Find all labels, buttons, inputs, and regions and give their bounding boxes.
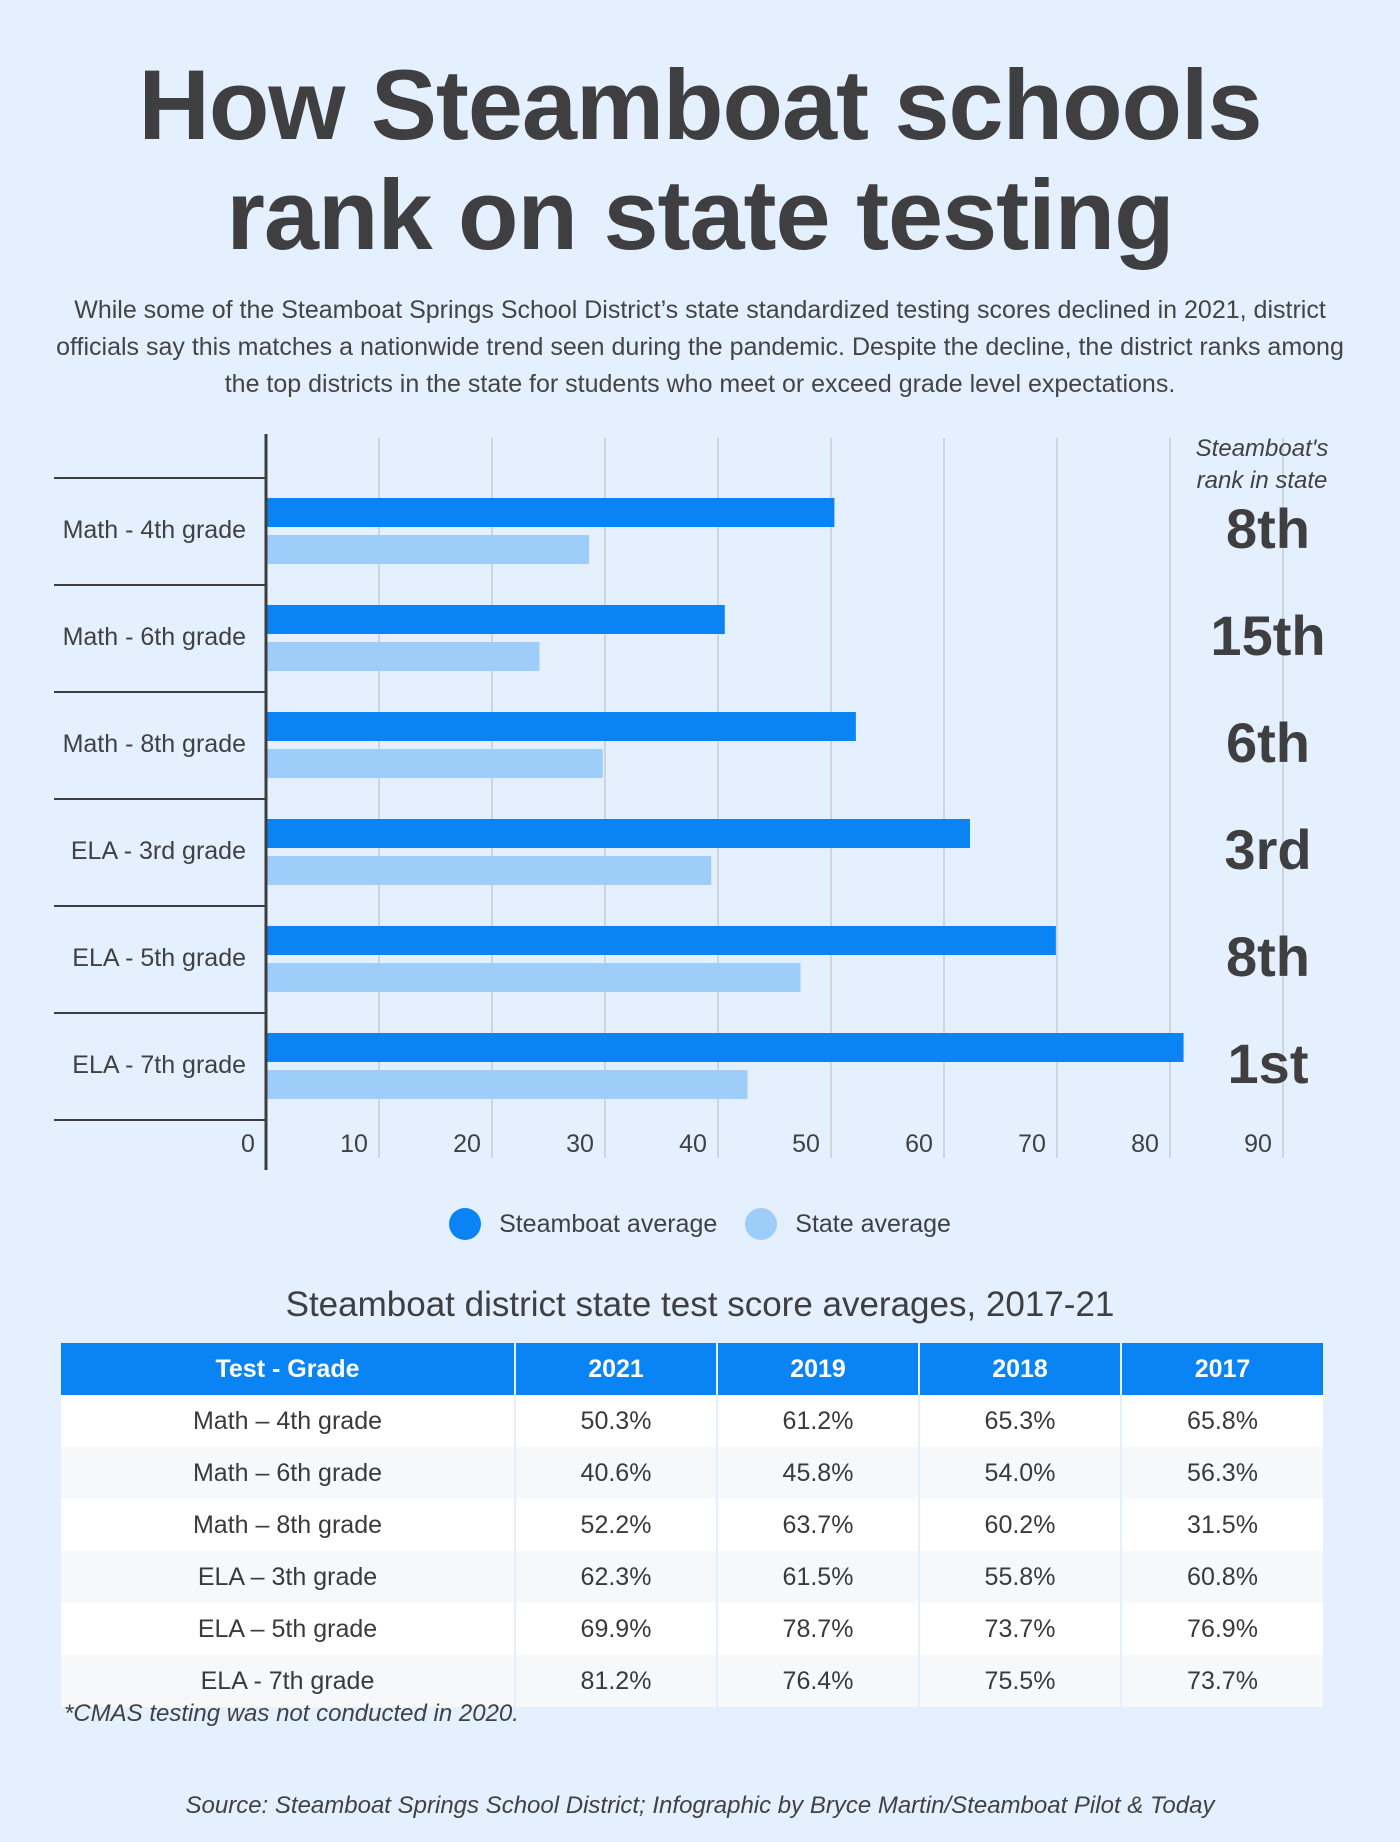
table-row: Math – 4th grade 50.3% 61.2% 65.3% 65.8% (61, 1395, 1323, 1447)
x-tick-label: 30 (566, 1130, 594, 1158)
table-cell: ELA - 7th grade (61, 1655, 516, 1707)
table-cell: Math – 8th grade (61, 1499, 516, 1551)
table-cell: 78.7% (717, 1603, 920, 1655)
bar-steamboat (266, 498, 835, 527)
table-cell: 76.9% (1121, 1603, 1323, 1655)
rank-header: rank in state (1197, 467, 1328, 494)
page-title: How Steamboat schools rank on state test… (0, 50, 1400, 270)
x-tick-label: 80 (1131, 1130, 1159, 1158)
table-cell: 55.8% (919, 1551, 1122, 1603)
rank-label: 8th (1226, 497, 1310, 560)
bar-state (266, 963, 801, 992)
table-cell: 56.3% (1121, 1447, 1323, 1499)
table-cell: 54.0% (919, 1447, 1122, 1499)
title-line-2: rank on state testing (226, 159, 1174, 270)
table-cell: 40.6% (515, 1447, 718, 1499)
legend-label-state: State average (795, 1209, 951, 1238)
table-title: Steamboat district state test score aver… (285, 1285, 1115, 1324)
table-cell: Math – 6th grade (61, 1447, 516, 1499)
table-cell: 63.7% (717, 1499, 920, 1551)
table-cell: 45.8% (717, 1447, 920, 1499)
table-cell: 69.9% (515, 1603, 718, 1655)
bar-steamboat (266, 819, 970, 848)
table-cell: 62.3% (515, 1551, 718, 1603)
bar-state (266, 856, 712, 885)
table-row: Math – 6th grade 40.6% 45.8% 54.0% 56.3% (61, 1447, 1323, 1499)
table-cell: Math – 4th grade (61, 1395, 516, 1447)
column-header: 2019 (717, 1343, 920, 1395)
table-cell: ELA – 3th grade (61, 1551, 516, 1603)
x-tick-label: 90 (1244, 1130, 1272, 1158)
table-cell: 31.5% (1121, 1499, 1323, 1551)
table-row: ELA – 5th grade 69.9% 78.7% 73.7% 76.9% (61, 1603, 1323, 1655)
footnote: *CMAS testing was not conducted in 2020. (64, 1700, 519, 1727)
category-label: ELA - 7th grade (72, 1051, 246, 1079)
table-cell: 73.7% (1121, 1655, 1323, 1707)
intro-paragraph: While some of the Steamboat Springs Scho… (56, 296, 1344, 398)
table-cell: 61.2% (717, 1395, 920, 1447)
rank-label: 1st (1228, 1032, 1309, 1095)
legend-swatch-state (745, 1208, 778, 1240)
table-cell: 61.5% (717, 1551, 920, 1603)
x-tick-label: 10 (340, 1130, 368, 1158)
column-header: 2017 (1121, 1343, 1323, 1395)
table-cell: 75.5% (919, 1655, 1122, 1707)
rank-label: 6th (1226, 711, 1310, 774)
table-cell: 60.2% (919, 1499, 1122, 1551)
rank-label: 3rd (1224, 818, 1311, 881)
category-label: Math - 6th grade (63, 623, 246, 651)
column-header: 2018 (919, 1343, 1122, 1395)
column-header: 2021 (515, 1343, 718, 1395)
scores-table: Test - Grade 2021 2019 2018 2017 Math – … (61, 1343, 1323, 1707)
bar-steamboat (266, 605, 725, 634)
rank-label: 15th (1210, 604, 1325, 667)
category-label: ELA - 3rd grade (71, 837, 246, 865)
table-cell: ELA – 5th grade (61, 1603, 516, 1655)
legend-item-state: State average (745, 1208, 951, 1240)
table-row: ELA - 7th grade 81.2% 76.4% 75.5% 73.7% (61, 1655, 1323, 1707)
bar-chart: Math - 4th grade 8th Math - 6th grade 15th M… (54, 434, 1329, 1170)
table-cell: 60.8% (1121, 1551, 1323, 1603)
category-label: Math - 8th grade (63, 730, 246, 758)
legend-swatch-steamboat (449, 1208, 482, 1240)
x-tick-label: 60 (905, 1130, 933, 1158)
x-tick-label: 50 (792, 1130, 820, 1158)
table-cell: 76.4% (717, 1655, 920, 1707)
table-row: ELA – 3th grade 62.3% 61.5% 55.8% 60.8% (61, 1551, 1323, 1603)
table-cell: 52.2% (515, 1499, 718, 1551)
table-row: Math – 8th grade 52.2% 63.7% 60.2% 31.5% (61, 1499, 1323, 1551)
bar-state (266, 1070, 748, 1099)
source-credit: Source: Steamboat Springs School Distric… (185, 1792, 1215, 1819)
table-cell: 81.2% (515, 1655, 718, 1707)
table-cell: 65.3% (919, 1395, 1122, 1447)
title-line-1: How Steamboat schools (138, 49, 1262, 160)
table-cell: 73.7% (919, 1603, 1122, 1655)
rank-header: Steamboat's (1196, 435, 1329, 462)
x-tick-label: 40 (679, 1130, 707, 1158)
x-tick-label: 20 (453, 1130, 481, 1158)
bar-state (266, 535, 590, 564)
bar-state (266, 749, 603, 778)
table-header-row: Test - Grade 2021 2019 2018 2017 (61, 1343, 1323, 1395)
column-header: Test - Grade (61, 1343, 516, 1395)
table-cell: 50.3% (515, 1395, 718, 1447)
bar-steamboat (266, 1033, 1184, 1062)
bar-steamboat (266, 712, 856, 741)
bar-steamboat (266, 926, 1056, 955)
table-cell: 65.8% (1121, 1395, 1323, 1447)
legend-label-steamboat: Steamboat average (499, 1209, 718, 1238)
legend-item-steamboat: Steamboat average (449, 1208, 717, 1240)
category-label: ELA - 5th grade (72, 944, 246, 972)
category-label: Math - 4th grade (63, 516, 246, 544)
x-tick-label: 70 (1018, 1130, 1046, 1158)
x-tick-label: 0 (241, 1130, 255, 1158)
rank-label: 8th (1226, 925, 1310, 988)
bar-state (266, 642, 540, 671)
chart-legend: Steamboat average State average (0, 1208, 1400, 1240)
